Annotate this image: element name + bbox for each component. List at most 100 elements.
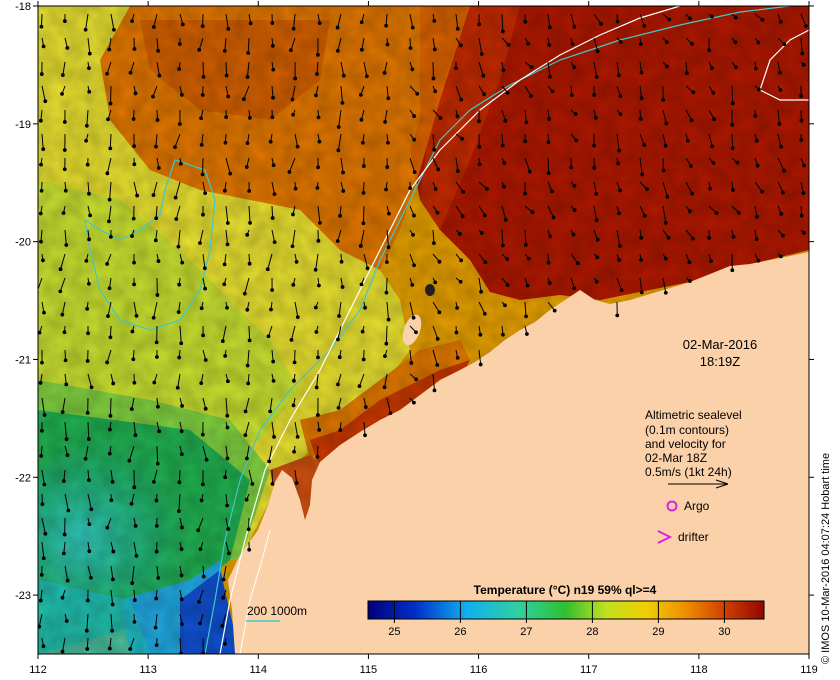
velocity-arrowhead xyxy=(382,385,387,390)
velocity-arrowhead xyxy=(361,164,366,168)
velocity-arrowhead xyxy=(41,258,45,263)
velocity-arrow xyxy=(662,277,667,293)
velocity-arrowhead xyxy=(364,74,369,79)
velocity-arrowhead xyxy=(200,24,205,29)
velocity-arrow xyxy=(294,469,298,484)
velocity-arrowhead xyxy=(225,379,230,384)
velocity-arrowhead xyxy=(665,194,670,199)
velocity-arrowhead xyxy=(503,303,507,308)
velocity-arrow xyxy=(338,109,342,128)
velocity-arrow xyxy=(225,205,229,224)
velocity-arrowhead xyxy=(108,101,113,106)
velocity-arrowhead xyxy=(690,41,694,46)
velocity-arrow xyxy=(593,205,598,221)
velocity-arrowhead xyxy=(153,625,158,630)
velocity-arrowhead xyxy=(663,143,668,148)
velocity-arrowhead xyxy=(410,282,415,287)
velocity-arrow xyxy=(385,13,388,26)
velocity-arrowhead xyxy=(63,188,68,193)
velocity-arrowhead xyxy=(130,19,134,24)
velocity-arrowhead xyxy=(482,311,487,316)
velocity-arrow xyxy=(86,613,89,631)
lat-tick-label: -21 xyxy=(15,354,31,366)
velocity-arrowhead xyxy=(802,163,807,168)
velocity-arrowhead xyxy=(110,480,115,484)
velocity-arrow xyxy=(175,205,181,220)
velocity-arrow xyxy=(384,373,388,388)
velocity-arrow xyxy=(62,637,66,652)
velocity-arrowhead xyxy=(197,47,202,52)
velocity-arrow xyxy=(293,13,296,29)
velocity-arrowhead xyxy=(132,162,137,167)
velocity-arrowhead xyxy=(268,409,273,414)
velocity-arrowhead xyxy=(60,595,65,600)
velocity-arrow xyxy=(409,253,415,266)
velocity-arrowhead xyxy=(270,21,275,25)
velocity-arrow xyxy=(110,613,113,631)
velocity-arrowhead xyxy=(132,380,137,385)
velocity-arrowhead xyxy=(359,20,364,25)
velocity-arrowhead xyxy=(594,192,599,196)
velocity-arrow xyxy=(221,613,227,627)
velocity-arrowhead xyxy=(523,243,528,247)
velocity-arrow xyxy=(63,541,66,554)
velocity-arrow xyxy=(359,373,365,387)
velocity-arrowhead xyxy=(272,192,277,197)
velocity-arrowhead xyxy=(289,338,294,342)
velocity-arrowhead xyxy=(38,598,43,603)
velocity-arrowhead xyxy=(292,360,297,365)
velocity-arrowhead xyxy=(363,305,367,310)
velocity-arrowhead xyxy=(523,19,528,24)
velocity-arrowhead xyxy=(294,260,299,264)
velocity-arrow xyxy=(197,517,204,531)
velocity-arrowhead xyxy=(642,213,647,218)
velocity-arrowhead xyxy=(615,19,620,24)
velocity-arrow xyxy=(385,325,388,344)
velocity-arrow xyxy=(60,253,66,270)
velocity-arrowhead xyxy=(455,169,460,174)
velocity-arrowhead xyxy=(128,647,133,651)
velocity-arrowhead xyxy=(66,508,71,513)
velocity-arrowhead xyxy=(58,289,63,294)
velocity-arrowhead xyxy=(179,93,184,97)
velocity-arrow xyxy=(432,349,438,366)
velocity-arrowhead xyxy=(134,553,139,558)
velocity-arrowhead xyxy=(177,122,182,126)
velocity-arrowhead xyxy=(63,358,68,363)
velocity-arrow xyxy=(202,445,208,460)
velocity-arrowhead xyxy=(756,40,761,45)
velocity-arrowhead xyxy=(155,404,160,409)
velocity-arrowhead xyxy=(315,413,320,417)
velocity-arrowhead xyxy=(572,286,577,291)
velocity-arrowhead xyxy=(108,146,113,151)
altimetry-note: Altimetric sealevel (0.1m contours) and … xyxy=(645,408,742,489)
velocity-arrowhead xyxy=(128,70,133,75)
velocity-arrowhead xyxy=(225,413,230,418)
velocity-arrowhead xyxy=(225,425,230,430)
velocity-arrowhead xyxy=(43,99,48,104)
velocity-arrowhead xyxy=(132,485,137,490)
velocity-arrowhead xyxy=(179,597,184,602)
velocity-arrowhead xyxy=(38,211,43,216)
velocity-arrowhead xyxy=(551,215,556,220)
velocity-arrow xyxy=(478,301,486,314)
velocity-arrowhead xyxy=(317,21,322,26)
velocity-arrowhead xyxy=(432,47,437,52)
velocity-arrowhead xyxy=(781,233,785,238)
velocity-arrowhead xyxy=(38,624,42,629)
velocity-arrowhead xyxy=(550,189,554,194)
velocity-arrowhead xyxy=(180,260,185,265)
velocity-arrow xyxy=(247,37,250,54)
velocity-arrowhead xyxy=(336,125,341,129)
velocity-arrow xyxy=(547,13,551,28)
velocity-arrowhead xyxy=(550,89,555,94)
velocity-arrowhead xyxy=(575,261,580,266)
velocity-arrowhead xyxy=(778,19,783,24)
velocity-arrowhead xyxy=(154,643,159,647)
velocity-arrow xyxy=(455,205,464,217)
velocity-arrow xyxy=(363,61,368,77)
velocity-arrowhead xyxy=(315,52,320,57)
velocity-arrowhead xyxy=(661,97,666,102)
velocity-arrow xyxy=(178,493,181,512)
velocity-arrow xyxy=(432,229,435,244)
